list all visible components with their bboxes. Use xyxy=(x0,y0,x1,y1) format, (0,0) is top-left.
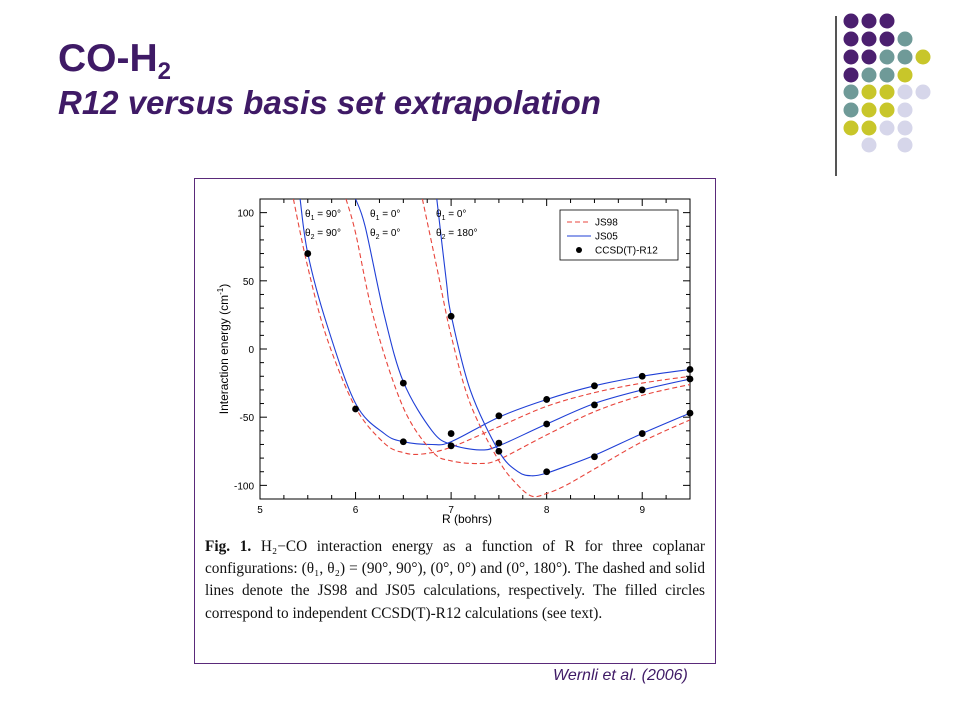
decorative-dot xyxy=(861,13,877,29)
title-subscript: 2 xyxy=(157,58,172,85)
caption-text: H₂−CO interaction energy as a function o… xyxy=(205,538,705,622)
configuration-label: θ1 = 0° xyxy=(370,209,400,222)
ccsd-r12-point-0-0 xyxy=(495,412,503,420)
x-tick-label: 7 xyxy=(448,505,454,516)
legend-label: JS05 xyxy=(595,232,618,243)
ccsd-r12-point-90-90 xyxy=(543,420,551,428)
decorative-dot xyxy=(861,102,877,118)
decorative-dot xyxy=(897,31,913,47)
y-tick-label: -50 xyxy=(240,413,255,424)
legend-label: JS98 xyxy=(595,218,618,229)
ccsd-r12-point-0-0 xyxy=(686,366,694,373)
ccsd-r12-point-0-180 xyxy=(495,447,503,455)
ccsd-r12-point-0-0 xyxy=(543,396,551,403)
decorative-dot xyxy=(879,67,895,83)
ccsd-r12-point-0-180 xyxy=(591,453,598,461)
decorative-dot xyxy=(879,49,895,65)
decorative-dot xyxy=(879,84,895,100)
ccsd-r12-point-90-90 xyxy=(686,375,694,383)
ccsd-r12-point-90-90 xyxy=(591,401,598,409)
decorative-dot xyxy=(861,84,877,100)
slide-title: CO-H2 R12 versus basis set extrapolation xyxy=(58,36,601,124)
configuration-label: θ1 = 90° xyxy=(305,209,341,222)
decorative-dot xyxy=(843,67,859,83)
decorative-dot xyxy=(879,120,895,136)
ccsd-r12-point-90-90 xyxy=(399,438,407,446)
decorative-dot xyxy=(843,13,859,29)
decorative-dot xyxy=(897,137,913,153)
ccsd-r12-point-90-90 xyxy=(352,405,359,413)
decorative-dot xyxy=(861,67,877,83)
ccsd-r12-point-90-90 xyxy=(304,250,312,257)
ccsd-r12-point-90-90 xyxy=(447,442,455,450)
figure-panel: 5 6 7 8 9 100 50 0 -50 -100 R (bohrs) Interaction… xyxy=(194,178,716,664)
decorative-dot xyxy=(915,84,931,100)
decorative-dot xyxy=(861,120,877,136)
y-tick-label: 50 xyxy=(243,277,255,288)
decorative-dot xyxy=(861,31,877,47)
decorative-dot xyxy=(843,31,859,47)
configuration-label: θ2 = 90° xyxy=(305,228,341,241)
ccsd-r12-point-90-90 xyxy=(495,439,503,447)
ccsd-r12-point-0-0 xyxy=(399,379,407,387)
decorative-dot xyxy=(879,13,895,29)
configuration-label: θ2 = 180° xyxy=(436,228,478,241)
caption-prefix: Fig. 1. xyxy=(205,538,252,555)
x-tick-label: 9 xyxy=(639,505,645,516)
decorative-dot xyxy=(843,102,859,118)
citation-credit: Wernli et al. (2006) xyxy=(553,667,688,684)
configuration-label: θ1 = 0° xyxy=(436,209,466,222)
decorative-dot xyxy=(843,49,859,65)
decorative-dot xyxy=(897,84,913,100)
y-tick-label: 100 xyxy=(237,209,254,220)
title-subtitle: R12 versus basis set extrapolation xyxy=(58,84,601,121)
decorative-divider xyxy=(835,16,837,176)
y-tick-label: -100 xyxy=(234,481,254,492)
ccsd-r12-point-90-90 xyxy=(638,386,646,394)
decorative-dot xyxy=(861,49,877,65)
decorative-dot xyxy=(897,67,913,83)
title-main: CO-H2 xyxy=(58,37,172,85)
x-tick-label: 6 xyxy=(353,505,359,516)
y-tick-label: 0 xyxy=(248,345,254,356)
decorative-dot xyxy=(843,84,859,100)
decorative-dot xyxy=(879,102,895,118)
js98-curve-90-90 xyxy=(292,199,690,456)
ccsd-r12-point-0-0 xyxy=(638,372,646,380)
legend-swatch-ccsd xyxy=(576,247,582,253)
ccsd-r12-point-0-0 xyxy=(447,430,455,437)
x-tick-label: 5 xyxy=(257,505,263,516)
ccsd-r12-point-0-180 xyxy=(447,312,455,320)
decorative-dot xyxy=(861,137,877,153)
decorative-dot xyxy=(897,49,913,65)
ccsd-r12-point-0-180 xyxy=(686,409,694,417)
interaction-energy-chart: 5 6 7 8 9 100 50 0 -50 -100 R (bohrs) Interaction… xyxy=(216,198,694,526)
x-axis-label: R (bohrs) xyxy=(442,512,492,526)
ccsd-r12-point-0-0 xyxy=(591,382,598,390)
x-tick-label: 8 xyxy=(544,505,550,516)
chart-legend: JS98 JS05 CCSD(T)-R12 xyxy=(559,209,679,261)
decorative-dot xyxy=(879,31,895,47)
decorative-dot xyxy=(915,49,931,65)
legend-label: CCSD(T)-R12 xyxy=(595,246,658,257)
ccsd-r12-point-0-180 xyxy=(638,430,646,437)
decorative-dot-grid xyxy=(843,13,931,153)
js98-curve-0-0 xyxy=(345,199,690,465)
configuration-label: θ2 = 0° xyxy=(370,228,400,241)
js98-curve-0-180 xyxy=(421,199,690,498)
decorative-dot xyxy=(843,120,859,136)
ccsd-r12-point-0-180 xyxy=(543,468,551,476)
decorative-dot xyxy=(897,120,913,136)
y-axis-label: Interaction energy (cm-1) xyxy=(216,284,231,415)
decorative-dot xyxy=(897,102,913,118)
figure-caption: Fig. 1. H₂−CO interaction energy as a fu… xyxy=(205,536,705,625)
